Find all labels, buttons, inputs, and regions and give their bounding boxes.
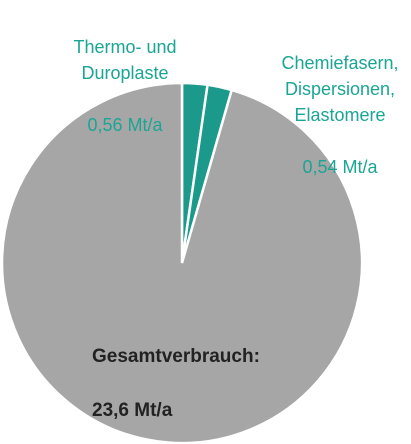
value-label: 23,6 Mt/a xyxy=(92,400,173,421)
category-label: Thermo- und Duroplaste xyxy=(73,37,177,83)
value-label: 0,56 Mt/a xyxy=(87,115,163,135)
value-label: 0,54 Mt/a xyxy=(302,157,378,177)
category-label: Gesamtverbrauch: xyxy=(92,346,260,367)
category-label: Chemiefasern, Dispersionen, Elastomere xyxy=(281,53,399,125)
slice-label: Gesamtverbrauch: 23,6 Mt/a xyxy=(92,316,260,424)
slice-label: Thermo- und Duroplaste 0,56 Mt/a xyxy=(40,8,210,138)
pie-slice xyxy=(0,81,364,444)
slice-label: Chemiefasern, Dispersionen, Elastomere 0… xyxy=(255,24,411,180)
